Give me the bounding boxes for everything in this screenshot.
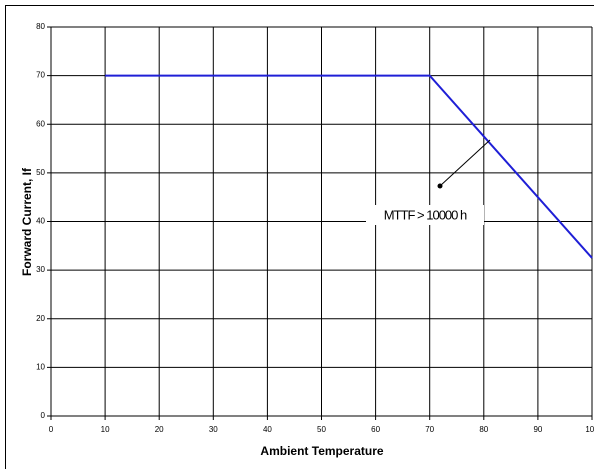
annotation-box — [366, 205, 484, 225]
y-tick-label: 0 — [41, 411, 46, 420]
x-tick-label: 80 — [479, 425, 488, 434]
y-tick-label: 10 — [36, 362, 45, 371]
y-tick-label: 70 — [36, 71, 45, 80]
x-tick-label: 50 — [317, 425, 326, 434]
y-tick-label: 40 — [36, 217, 45, 226]
x-axis-title: Ambient Temperature — [260, 444, 383, 458]
plot-area: 0 10 20 30 40 50 60 70 80 0 10 20 30 40 50 60 70 80 90 100 — [36, 22, 594, 434]
y-axis-title: Forward Current, If — [20, 167, 34, 276]
annotation-dot — [437, 183, 443, 189]
y-tick-label: 80 — [36, 22, 45, 31]
x-tick-label: 60 — [371, 425, 380, 434]
x-tick-label: 20 — [155, 425, 164, 434]
chart-frame — [5, 5, 594, 469]
x-tick-label: 0 — [49, 425, 54, 434]
y-tick-label: 30 — [36, 265, 45, 274]
x-tick-label: 90 — [533, 425, 542, 434]
y-tick-label: 50 — [36, 168, 45, 177]
annotation: MTTF > 10000 h — [384, 207, 467, 222]
y-tick-label: 20 — [36, 314, 45, 323]
annotation-leader — [439, 139, 491, 187]
data-line — [105, 74, 593, 259]
y-tick-label: 60 — [36, 119, 45, 128]
x-tick-label: 30 — [209, 425, 218, 434]
x-tick-label: 40 — [263, 425, 272, 434]
x-tick-label: 10 — [101, 425, 110, 434]
x-tick-label: 100 — [585, 425, 594, 434]
x-tick-label: 70 — [425, 425, 434, 434]
